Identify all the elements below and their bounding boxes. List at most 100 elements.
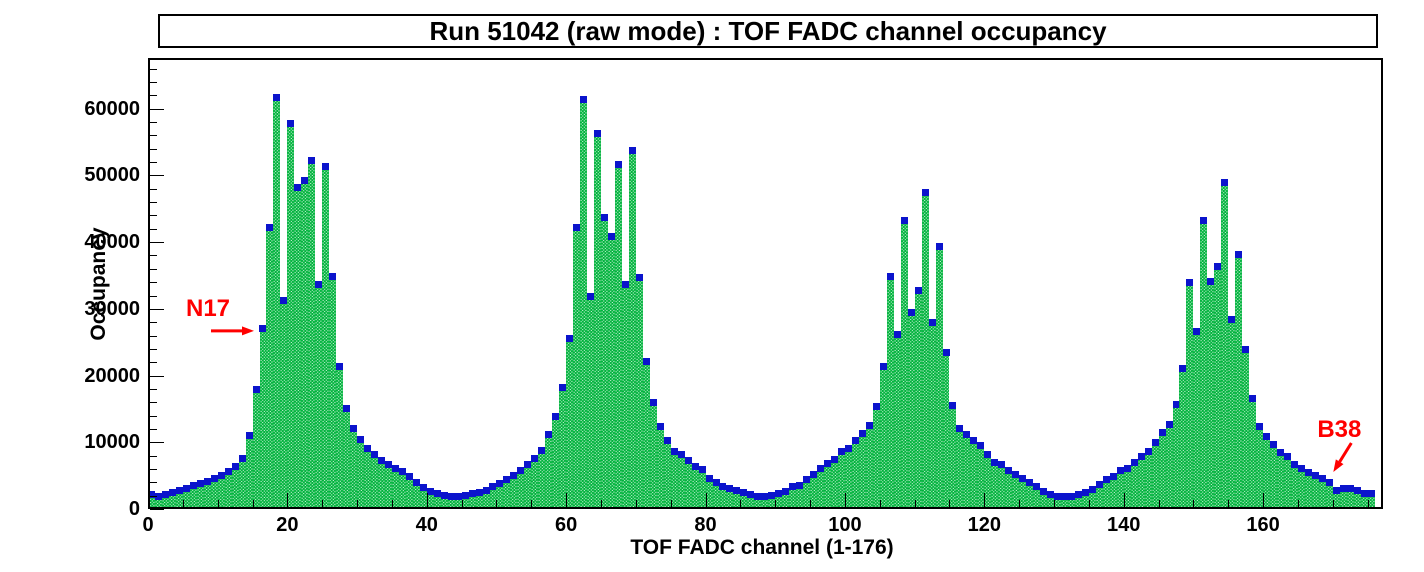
histogram-bar xyxy=(858,433,866,509)
histogram-bar xyxy=(252,389,260,509)
data-point-marker xyxy=(872,402,880,410)
histogram-bar xyxy=(1367,493,1375,509)
data-point-marker xyxy=(1158,429,1166,437)
histogram-bar xyxy=(921,192,929,509)
axis-tick xyxy=(150,68,157,70)
y-tick-label: 20000 xyxy=(84,364,140,387)
histogram-bar xyxy=(196,483,204,509)
histogram-bar xyxy=(865,425,873,509)
data-point-marker xyxy=(740,488,748,496)
histogram-bar xyxy=(217,475,225,509)
axis-tick xyxy=(150,468,157,470)
data-point-marker xyxy=(621,281,629,289)
axis-tick xyxy=(252,500,254,507)
histogram-bar xyxy=(810,474,818,509)
axis-tick xyxy=(879,500,881,507)
data-point-marker xyxy=(1221,178,1229,186)
data-point-marker xyxy=(224,468,232,476)
data-point-marker xyxy=(1318,475,1326,483)
data-point-marker xyxy=(377,457,385,465)
histogram-bar xyxy=(357,439,365,509)
histogram-bar xyxy=(489,486,497,509)
histogram-bar xyxy=(454,496,462,509)
data-point-marker xyxy=(301,176,309,184)
axis-tick xyxy=(391,500,393,507)
axis-tick xyxy=(150,495,157,497)
data-point-marker xyxy=(168,488,176,496)
data-point-marker xyxy=(245,432,253,440)
histogram-bar xyxy=(426,491,434,509)
histogram-bar xyxy=(607,236,615,509)
histogram-bar xyxy=(642,361,650,509)
histogram-bar xyxy=(259,328,267,509)
histogram-bar xyxy=(154,496,162,509)
data-point-marker xyxy=(266,223,274,231)
axis-tick xyxy=(150,482,157,484)
axis-tick xyxy=(1228,500,1230,507)
histogram-bar xyxy=(768,495,776,509)
histogram-bar xyxy=(1207,281,1215,509)
histogram-bar xyxy=(301,180,309,509)
axis-tick xyxy=(150,135,157,137)
data-point-marker xyxy=(1256,423,1264,431)
x-tick-label: 80 xyxy=(694,514,717,536)
data-point-marker xyxy=(454,492,462,500)
y-tick-label: 10000 xyxy=(84,431,140,454)
histogram-bar xyxy=(329,276,337,509)
data-point-marker xyxy=(1130,458,1138,466)
x-tick-label: 20 xyxy=(276,514,299,536)
data-point-marker xyxy=(698,466,706,474)
axis-tick xyxy=(322,500,324,507)
data-point-marker xyxy=(1200,216,1208,224)
data-point-marker xyxy=(1193,328,1201,336)
data-point-marker xyxy=(893,331,901,339)
y-tick-label: 40000 xyxy=(84,231,140,254)
histogram-bar xyxy=(1151,442,1159,509)
data-point-marker xyxy=(1095,481,1103,489)
histogram-bar xyxy=(1214,266,1222,509)
data-point-marker xyxy=(238,454,246,462)
data-point-marker xyxy=(531,454,539,462)
data-point-marker xyxy=(733,486,741,494)
histogram-bar xyxy=(1061,496,1068,509)
data-point-marker xyxy=(712,479,720,487)
data-point-marker xyxy=(1332,486,1340,494)
histogram-bar xyxy=(761,496,769,509)
histogram-bar xyxy=(440,495,448,509)
data-point-marker xyxy=(670,448,678,456)
axis-tick xyxy=(150,348,157,350)
axis-tick xyxy=(949,500,951,507)
data-point-marker xyxy=(294,183,302,191)
data-point-marker xyxy=(1144,447,1152,455)
histogram-bar xyxy=(879,366,887,509)
data-point-marker xyxy=(189,482,197,490)
annotation-arrow-head xyxy=(1333,459,1344,472)
histogram-bar xyxy=(1102,479,1110,509)
data-point-marker xyxy=(343,404,351,412)
histogram-bar xyxy=(789,486,797,509)
data-point-marker xyxy=(1137,452,1145,460)
y-tick-label: 30000 xyxy=(84,297,140,320)
histogram-bar xyxy=(350,428,358,509)
axis-tick xyxy=(150,82,157,84)
data-point-marker xyxy=(1367,490,1375,498)
histogram-bar xyxy=(245,435,253,509)
data-point-marker xyxy=(851,436,859,444)
data-point-marker xyxy=(1165,420,1173,428)
axis-tick xyxy=(150,175,164,177)
histogram-bar xyxy=(231,466,239,509)
histogram-bar xyxy=(942,352,950,509)
data-point-marker xyxy=(935,242,943,250)
chart-title-box: Run 51042 (raw mode) : TOF FADC channel … xyxy=(158,14,1378,48)
data-point-marker xyxy=(1054,492,1062,500)
y-axis-title: Occupancy xyxy=(87,227,110,341)
annotation-label-n17: N17 xyxy=(185,294,231,322)
data-point-marker xyxy=(440,491,448,499)
data-point-marker xyxy=(928,319,936,327)
histogram-bar xyxy=(238,458,246,509)
histogram-bar xyxy=(1012,474,1020,509)
histogram-bar xyxy=(1270,444,1278,509)
data-point-marker xyxy=(496,480,504,488)
data-point-marker xyxy=(747,491,755,499)
